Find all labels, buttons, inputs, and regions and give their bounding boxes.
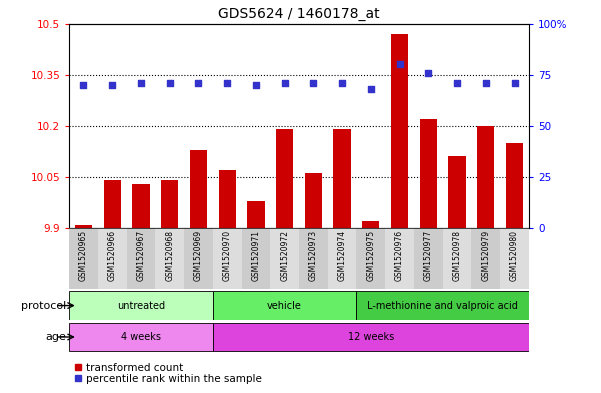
Bar [103, 180, 121, 228]
Bar [98, 228, 127, 289]
Bar [471, 228, 500, 289]
Bar [305, 173, 322, 228]
Text: GSM1520968: GSM1520968 [165, 230, 174, 281]
Point [280, 80, 290, 86]
Point [251, 82, 261, 88]
Bar [69, 323, 213, 351]
Bar [356, 292, 529, 320]
Bar [184, 228, 213, 289]
Legend: transformed count, percentile rank within the sample: transformed count, percentile rank withi… [75, 363, 262, 384]
Text: 12 weeks: 12 weeks [348, 332, 394, 342]
Point [136, 80, 146, 86]
Bar [362, 221, 379, 228]
Bar [75, 224, 92, 228]
Bar [213, 228, 242, 289]
Bar [391, 34, 408, 228]
Bar [190, 150, 207, 228]
Bar [213, 323, 529, 351]
Point [424, 70, 433, 76]
Point [510, 80, 519, 86]
Text: untreated: untreated [117, 301, 165, 310]
Title: GDS5624 / 1460178_at: GDS5624 / 1460178_at [218, 7, 380, 21]
Text: GSM1520978: GSM1520978 [453, 230, 462, 281]
Bar [127, 228, 155, 289]
Bar [414, 228, 443, 289]
Text: protocol: protocol [21, 301, 66, 310]
Text: L-methionine and valproic acid: L-methionine and valproic acid [367, 301, 518, 310]
Text: vehicle: vehicle [267, 301, 302, 310]
Point [395, 61, 404, 68]
Point [108, 82, 117, 88]
Text: GSM1520965: GSM1520965 [79, 230, 88, 281]
Text: GSM1520979: GSM1520979 [481, 230, 490, 281]
Bar [443, 228, 471, 289]
Point [481, 80, 490, 86]
Text: GSM1520967: GSM1520967 [136, 230, 145, 281]
Bar [334, 129, 351, 228]
Text: GSM1520976: GSM1520976 [395, 230, 404, 281]
Bar [448, 156, 466, 228]
Point [165, 80, 174, 86]
Bar [328, 228, 356, 289]
Bar [356, 228, 385, 289]
Text: GSM1520970: GSM1520970 [222, 230, 231, 281]
Text: 4 weeks: 4 weeks [121, 332, 161, 342]
Bar [270, 228, 299, 289]
Bar [385, 228, 414, 289]
Bar [69, 228, 98, 289]
Bar [161, 180, 178, 228]
Point [308, 80, 318, 86]
Bar [276, 129, 293, 228]
Bar [506, 143, 523, 228]
Text: GSM1520966: GSM1520966 [108, 230, 117, 281]
Text: GSM1520977: GSM1520977 [424, 230, 433, 281]
Bar [132, 184, 150, 228]
Point [222, 80, 232, 86]
Bar [477, 126, 495, 228]
Bar [500, 228, 529, 289]
Text: GSM1520969: GSM1520969 [194, 230, 203, 281]
Text: GSM1520980: GSM1520980 [510, 230, 519, 281]
Bar [419, 119, 437, 228]
Bar [219, 170, 236, 228]
Text: age: age [45, 332, 66, 342]
Text: GSM1520971: GSM1520971 [251, 230, 260, 281]
Bar [299, 228, 328, 289]
Text: GSM1520972: GSM1520972 [280, 230, 289, 281]
Point [79, 82, 88, 88]
Point [194, 80, 203, 86]
Text: GSM1520974: GSM1520974 [338, 230, 347, 281]
Point [452, 80, 462, 86]
Bar [247, 201, 264, 228]
Point [337, 80, 347, 86]
Text: GSM1520973: GSM1520973 [309, 230, 318, 281]
Point [366, 86, 376, 92]
Bar [155, 228, 184, 289]
Text: GSM1520975: GSM1520975 [367, 230, 376, 281]
Bar [213, 292, 356, 320]
Bar [242, 228, 270, 289]
Bar [69, 292, 213, 320]
